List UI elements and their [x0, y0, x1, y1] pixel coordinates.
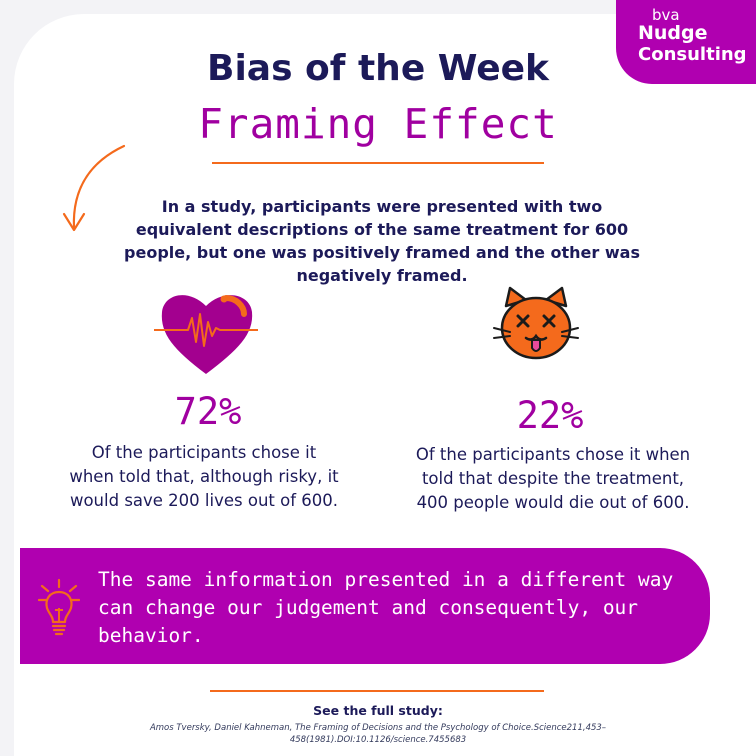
dead-cat-face-icon	[493, 286, 579, 360]
subtitle-underline	[212, 162, 544, 164]
page-subtitle: Framing Effect	[198, 100, 558, 148]
page-title: Bias of the Week	[207, 48, 549, 89]
stat-desc-positive: Of the participants chose it when told t…	[69, 443, 339, 510]
stat-desc-negative: Of the participants chose it when told t…	[415, 445, 691, 512]
stat-percent-negative: 22%	[516, 394, 584, 437]
logo-line-2: Consulting	[638, 44, 747, 65]
brand-logo[interactable]: bva Nudge Consulting	[616, 0, 756, 84]
curved-arrow-icon	[62, 144, 126, 232]
footer-divider	[210, 690, 544, 692]
intro-text: In a study, participants were presented …	[124, 197, 640, 285]
see-full-study-label: See the full study:	[313, 703, 443, 718]
takeaway-banner	[20, 548, 710, 664]
lightbulb-icon	[38, 578, 80, 636]
study-citation[interactable]: Amos Tversky, Daniel Kahneman, The Frami…	[149, 723, 607, 745]
logo-line-1: Nudge	[638, 22, 708, 44]
takeaway-text: The same information presented in a diff…	[98, 568, 674, 647]
stat-percent-positive: 72%	[174, 390, 242, 433]
logo-bva-text: bva	[652, 6, 680, 24]
heart-heartbeat-icon	[154, 295, 258, 374]
